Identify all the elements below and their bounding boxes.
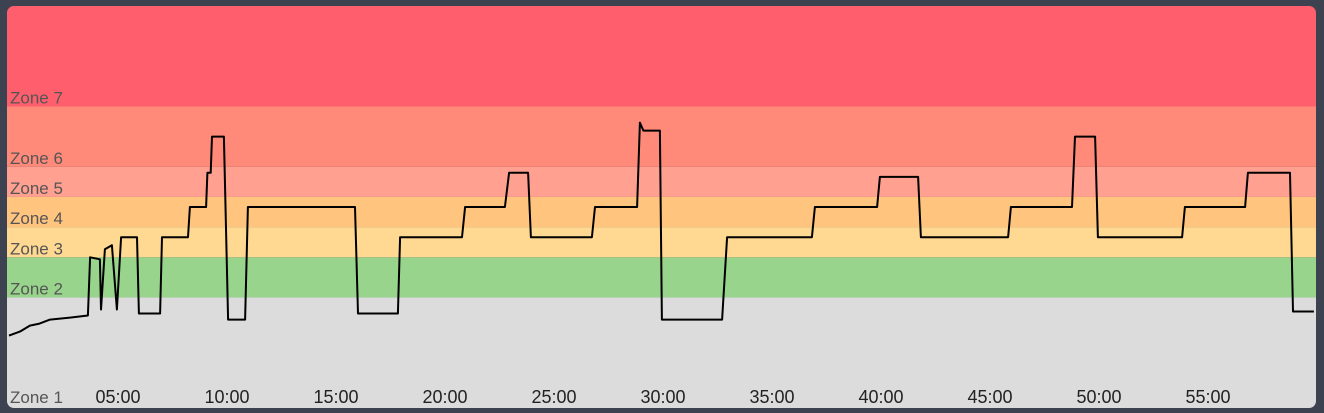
zone-label: Zone 1: [10, 388, 63, 407]
x-tick-label: 55:00: [1185, 387, 1230, 407]
plot-area: Zone 1 Zone 2 Zone 3 Zone 4 Zone 5 Zone 6 Zone…: [7, 6, 1316, 408]
zone-label: Zone 2: [10, 279, 63, 298]
x-tick-label: 10:00: [204, 387, 249, 407]
zone-label: Zone 4: [10, 209, 63, 228]
zone-band: [7, 106, 1316, 167]
data-line: [8, 121, 1314, 337]
x-tick-label: 30:00: [640, 387, 685, 407]
x-tick-label: 25:00: [531, 387, 576, 407]
zone-label: Zone 3: [10, 239, 63, 258]
zone-label: Zone 6: [10, 149, 63, 168]
zone-label: Zone 5: [10, 179, 63, 198]
zone-band: [7, 6, 1316, 107]
zone-band: [7, 166, 1316, 197]
zone-band: [7, 196, 1316, 228]
zone-label: Zone 7: [10, 89, 63, 108]
x-tick-label: 40:00: [858, 387, 903, 407]
x-tick-label: 50:00: [1076, 387, 1121, 407]
x-tick-label: 15:00: [313, 387, 358, 407]
x-tick-label: 35:00: [749, 387, 794, 407]
x-tick-label: 20:00: [422, 387, 467, 407]
x-tick-label: 05:00: [95, 387, 140, 407]
x-tick-label: 45:00: [967, 387, 1012, 407]
